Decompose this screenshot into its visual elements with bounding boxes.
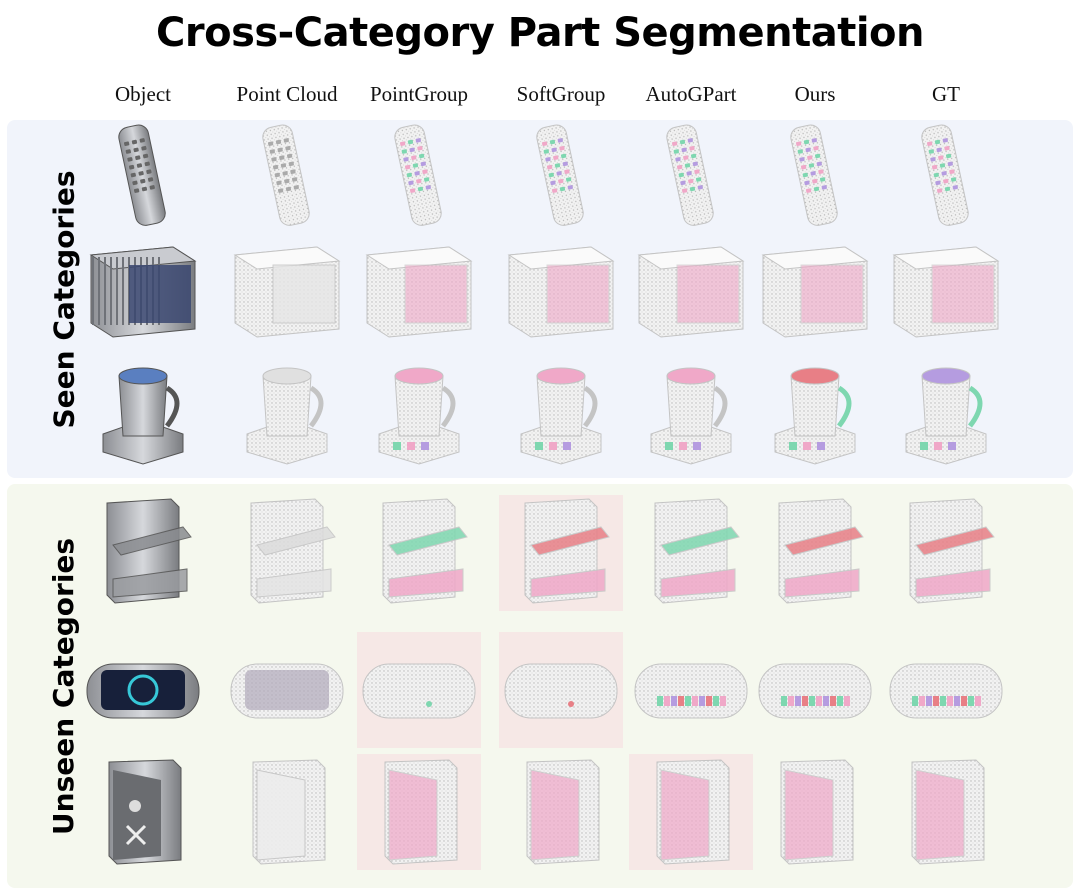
- panel-autogpart-render: [629, 632, 753, 748]
- cabinet-autogpart-render: [629, 495, 753, 611]
- safe-render-image: [911, 759, 985, 865]
- panel-gt-render: [884, 632, 1008, 748]
- remote-render-image: [666, 124, 714, 226]
- box-render-image: [507, 246, 615, 338]
- box-softgroup-render: [499, 231, 623, 347]
- kettle-gt-render: [884, 352, 1008, 468]
- remote-render-image: [262, 124, 310, 226]
- safe-render-image: [384, 759, 458, 865]
- panel-render-image: [504, 663, 618, 719]
- safe-autogpart-render: [629, 754, 753, 870]
- box-render-image: [233, 246, 341, 338]
- remote-point-cloud-render: [225, 117, 349, 233]
- box-render-image: [892, 246, 1000, 338]
- kettle-render-image: [905, 367, 987, 465]
- cabinet-render-image: [778, 498, 864, 604]
- safe-render-image: [526, 759, 600, 865]
- remote-autogpart-render: [629, 117, 753, 233]
- box-object-render: [81, 231, 205, 347]
- box-render-image: [365, 246, 473, 338]
- remote-object-render: [81, 117, 205, 233]
- safe-render-image: [656, 759, 730, 865]
- cabinet-point-cloud-render: [225, 495, 349, 611]
- safe-pointgroup-render: [357, 754, 481, 870]
- cabinet-ours-render: [753, 495, 877, 611]
- seen-categories-label: Seen Categories: [42, 120, 86, 478]
- cabinet-render-image: [106, 498, 192, 604]
- panel-render-image: [86, 663, 200, 719]
- box-point-cloud-render: [225, 231, 349, 347]
- panel-render-image: [889, 663, 1003, 719]
- safe-object-render: [81, 754, 205, 870]
- panel-object-render: [81, 632, 205, 748]
- remote-gt-render: [884, 117, 1008, 233]
- safe-gt-render: [884, 754, 1008, 870]
- safe-render-image: [108, 759, 182, 865]
- column-header-pointgroup: PointGroup: [369, 82, 468, 106]
- column-header-object: Object: [115, 82, 171, 106]
- panel-point-cloud-render: [225, 632, 349, 748]
- cabinet-render-image: [250, 498, 336, 604]
- remote-render-image: [118, 124, 166, 226]
- kettle-point-cloud-render: [225, 352, 349, 468]
- kettle-render-image: [102, 367, 184, 465]
- kettle-softgroup-render: [499, 352, 623, 468]
- safe-point-cloud-render: [225, 754, 349, 870]
- column-header-softgroup: SoftGroup: [516, 82, 606, 106]
- seen-categories-text: Seen Categories: [47, 170, 81, 428]
- kettle-ours-render: [753, 352, 877, 468]
- column-header-ours: Ours: [794, 82, 836, 106]
- column-header-autogpart: AutoGPart: [645, 82, 737, 106]
- box-render-image: [761, 246, 869, 338]
- kettle-render-image: [246, 367, 328, 465]
- safe-render-image: [780, 759, 854, 865]
- kettle-render-image: [378, 367, 460, 465]
- remote-pointgroup-render: [357, 117, 481, 233]
- box-autogpart-render: [629, 231, 753, 347]
- kettle-render-image: [650, 367, 732, 465]
- panel-render-image: [758, 663, 872, 719]
- safe-softgroup-render: [499, 754, 623, 870]
- box-gt-render: [884, 231, 1008, 347]
- kettle-object-render: [81, 352, 205, 468]
- remote-render-image: [394, 124, 442, 226]
- kettle-render-image: [520, 367, 602, 465]
- safe-render-image: [252, 759, 326, 865]
- panel-render-image: [230, 663, 344, 719]
- figure-title: Cross-Category Part Segmentation: [156, 10, 924, 56]
- panel-pointgroup-render: [357, 632, 481, 748]
- box-pointgroup-render: [357, 231, 481, 347]
- cabinet-render-image: [382, 498, 468, 604]
- remote-render-image: [921, 124, 969, 226]
- cabinet-gt-render: [884, 495, 1008, 611]
- remote-ours-render: [753, 117, 877, 233]
- safe-ours-render: [753, 754, 877, 870]
- panel-softgroup-render: [499, 632, 623, 748]
- cabinet-render-image: [909, 498, 995, 604]
- cabinet-softgroup-render: [499, 495, 623, 611]
- panel-ours-render: [753, 632, 877, 748]
- panel-render-image: [362, 663, 476, 719]
- remote-softgroup-render: [499, 117, 623, 233]
- box-render-image: [89, 246, 197, 338]
- remote-render-image: [536, 124, 584, 226]
- cabinet-render-image: [654, 498, 740, 604]
- unseen-categories-text: Unseen Categories: [47, 537, 81, 835]
- unseen-categories-label: Unseen Categories: [42, 484, 86, 888]
- remote-render-image: [790, 124, 838, 226]
- kettle-pointgroup-render: [357, 352, 481, 468]
- cabinet-render-image: [524, 498, 610, 604]
- kettle-render-image: [774, 367, 856, 465]
- column-header-point-cloud: Point Cloud: [236, 82, 338, 106]
- cabinet-object-render: [81, 495, 205, 611]
- column-header-gt: GT: [932, 82, 960, 106]
- box-render-image: [637, 246, 745, 338]
- kettle-autogpart-render: [629, 352, 753, 468]
- panel-render-image: [634, 663, 748, 719]
- cabinet-pointgroup-render: [357, 495, 481, 611]
- box-ours-render: [753, 231, 877, 347]
